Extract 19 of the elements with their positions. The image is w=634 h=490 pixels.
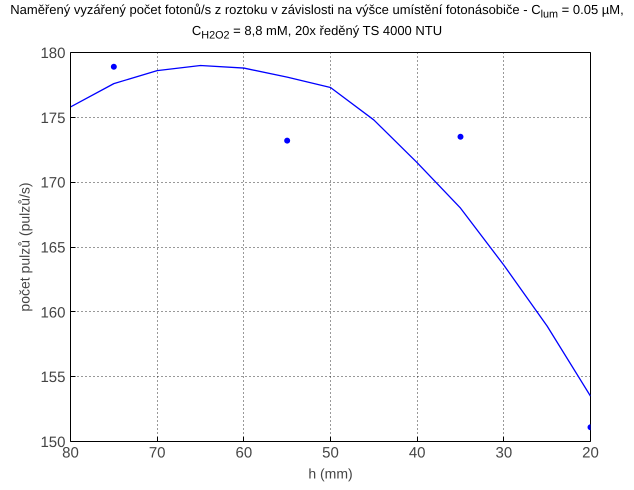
y-tick-label: 175 [40,110,66,127]
x-tick-label: 70 [148,444,166,462]
x-tick-label: 30 [495,444,512,462]
point [284,138,290,144]
y-tick-label: 170 [40,174,66,192]
point [110,64,117,70]
x-tick-label: 40 [408,444,426,462]
y-tick-label: 165 [40,240,66,256]
y-tick-label: 155 [40,369,66,386]
x-tick-label: 60 [235,444,252,462]
y-tick-label: 180 [40,45,66,62]
chart-title: Naměřený vyzářený počet fotonů/s z roztoku v závislosti na výšce umístění fotonásobiče - C$_{lum}$ = 0.05 µM, C$_{H2O2}$ = 8,8 mM, 20x ředěný TS 4000 NTU [10,2,624,42]
x-tick-label: 50 [322,444,339,462]
x-tick-label: 20 [582,444,599,462]
y-axis-title: počet pulzů (pulzů/s) [16,182,32,312]
line-series [70,64,590,397]
x-axis-title: h (mm) [308,466,353,482]
point [458,134,464,140]
y-tick-label: 160 [40,304,66,322]
